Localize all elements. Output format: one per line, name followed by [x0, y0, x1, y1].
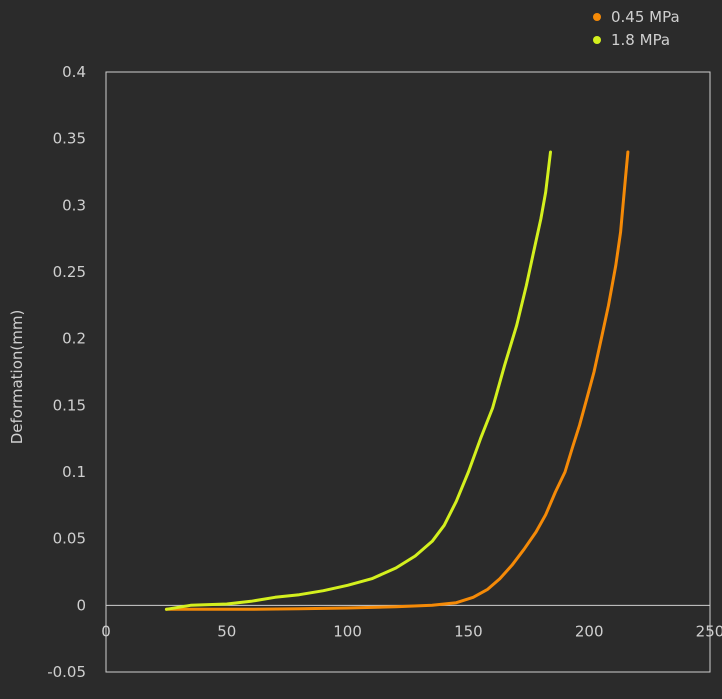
y-axis-ticks: -0.05 0 0.05 0.1 0.15 0.2 0.25 0.3 0.35 0.4: [47, 63, 86, 681]
x-tick-label: 200: [575, 622, 604, 640]
y-tick-label: 0.35: [53, 130, 86, 148]
y-tick-label: 0.05: [53, 530, 86, 548]
y-tick-label: 0: [76, 596, 86, 614]
y-tick-label: 0.1: [62, 463, 86, 481]
x-axis-ticks: 0 50 100 150 200 250: [101, 622, 722, 640]
legend-label: 0.45 MPa: [611, 8, 680, 26]
legend-marker: [593, 13, 601, 21]
legend: 0.45 MPa 1.8 MPa: [593, 8, 680, 49]
x-tick-label: 250: [696, 622, 722, 640]
y-axis-label: Deformation(mm): [8, 310, 26, 445]
series-line-2: [164, 150, 552, 611]
y-tick-label: 0.25: [53, 263, 86, 281]
x-tick-label: 50: [217, 622, 236, 640]
legend-label: 1.8 MPa: [611, 31, 670, 49]
y-tick-label: 0.15: [53, 396, 86, 414]
y-tick-label: 0.4: [62, 63, 86, 81]
y-tick-label: -0.05: [47, 663, 86, 681]
x-tick-label: 150: [454, 622, 483, 640]
plot-area-frame: [105, 71, 711, 673]
series-lines: [164, 150, 630, 611]
series-line-1: [164, 150, 630, 611]
y-tick-label: 0.2: [62, 330, 86, 348]
legend-marker: [593, 36, 601, 44]
y-tick-label: 0.3: [62, 196, 86, 214]
x-tick-label: 100: [333, 622, 362, 640]
